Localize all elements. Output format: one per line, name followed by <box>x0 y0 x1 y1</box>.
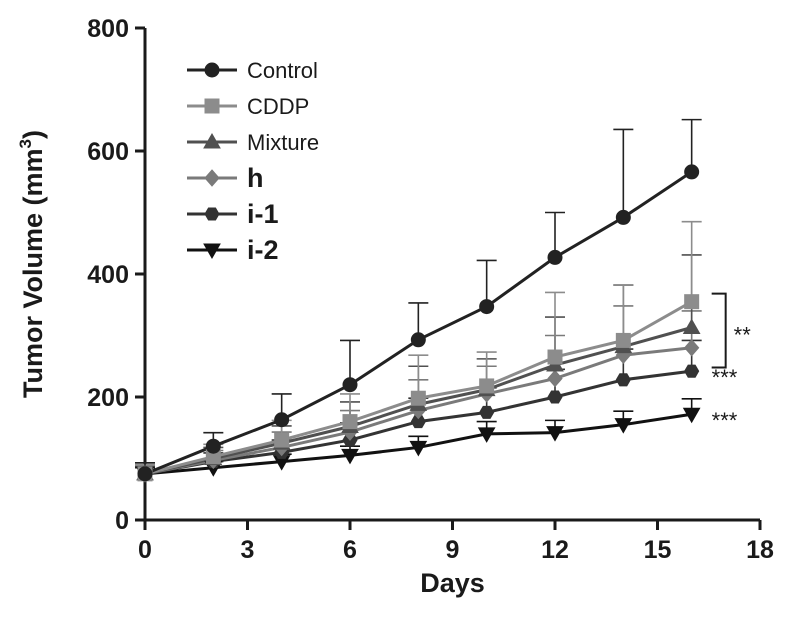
x-tick-label: 15 <box>644 536 672 564</box>
data-point-control <box>615 209 631 225</box>
y-tick-label: 600 <box>87 138 129 166</box>
data-point-i-2 <box>682 407 701 424</box>
x-tick-label: 18 <box>746 536 774 564</box>
data-point-control <box>479 299 495 315</box>
legend-marker-cddp <box>204 98 220 114</box>
y-tick-label: 0 <box>115 507 129 535</box>
data-point-i-2 <box>409 440 428 457</box>
data-point-control <box>274 412 290 428</box>
significance-label: *** <box>712 365 738 390</box>
data-point-control <box>342 377 358 393</box>
data-point-i-1 <box>684 364 700 378</box>
x-tick-label: 9 <box>446 536 460 564</box>
data-point-cddp <box>274 432 290 448</box>
data-point-cddp <box>615 332 631 348</box>
y-tick-label: 800 <box>87 15 129 43</box>
legend-marker-i-1 <box>204 207 220 221</box>
y-axis-title: Tumor Volume (mm3) <box>16 130 48 398</box>
data-points <box>136 164 701 483</box>
data-point-i-2 <box>546 426 564 442</box>
data-point-h <box>547 369 563 388</box>
data-point-control <box>205 438 221 454</box>
data-point-h <box>684 339 700 357</box>
data-point-control <box>547 249 563 265</box>
x-tick-label: 3 <box>241 536 255 564</box>
legend-marker-i-2 <box>203 243 221 260</box>
data-point-mixture <box>682 318 701 335</box>
legend-item-control: Control <box>187 58 318 83</box>
legend-label-i-2: i-2 <box>247 235 279 265</box>
data-point-control <box>137 466 153 482</box>
legend-marker-control <box>204 62 220 78</box>
legend-label-mixture: Mixture <box>247 130 319 155</box>
data-point-cddp <box>547 349 563 365</box>
significance-bracket <box>711 292 727 369</box>
data-point-i-2 <box>341 448 359 465</box>
significance-annotations: ******** <box>711 292 752 433</box>
data-point-i-1 <box>547 390 563 404</box>
data-point-cddp <box>410 390 426 406</box>
legend-item-i-1: i-1 <box>187 199 279 229</box>
x-axis-title: Days <box>420 568 485 598</box>
data-point-i-2 <box>477 427 496 443</box>
significance-label: ** <box>734 323 752 348</box>
y-tick-label: 400 <box>87 261 129 289</box>
x-tick-label: 6 <box>343 536 357 564</box>
legend-label-i-1: i-1 <box>247 199 279 229</box>
data-point-control <box>410 332 426 348</box>
data-point-cddp <box>342 414 358 430</box>
legend-item-mixture: Mixture <box>187 130 319 155</box>
legend-item-i-2: i-2 <box>187 235 279 265</box>
legend-label-control: Control <box>247 58 318 83</box>
x-tick-label: 12 <box>541 536 569 564</box>
data-point-i-1 <box>479 405 495 419</box>
legend-item-cddp: CDDP <box>187 94 309 119</box>
legend: Control CDDP Mixture h i-1 i-2 <box>187 58 319 265</box>
legend-marker-mixture <box>203 132 221 149</box>
data-point-cddp <box>684 294 700 310</box>
data-point-i-2 <box>614 418 633 434</box>
data-point-i-1 <box>410 415 426 429</box>
significance-label: *** <box>712 408 738 433</box>
y-tick-label: 200 <box>87 384 129 412</box>
data-point-i-1 <box>615 373 631 387</box>
legend-label-cddp: CDDP <box>247 94 309 119</box>
data-point-cddp <box>479 378 495 394</box>
data-point-control <box>684 164 700 180</box>
legend-item-h: h <box>187 163 264 193</box>
axes: 0 200 400 600 800 0 3 6 9 12 15 18 <box>87 15 774 564</box>
legend-marker-h <box>204 169 220 187</box>
legend-label-h: h <box>247 163 264 193</box>
x-tick-label: 0 <box>138 536 152 564</box>
